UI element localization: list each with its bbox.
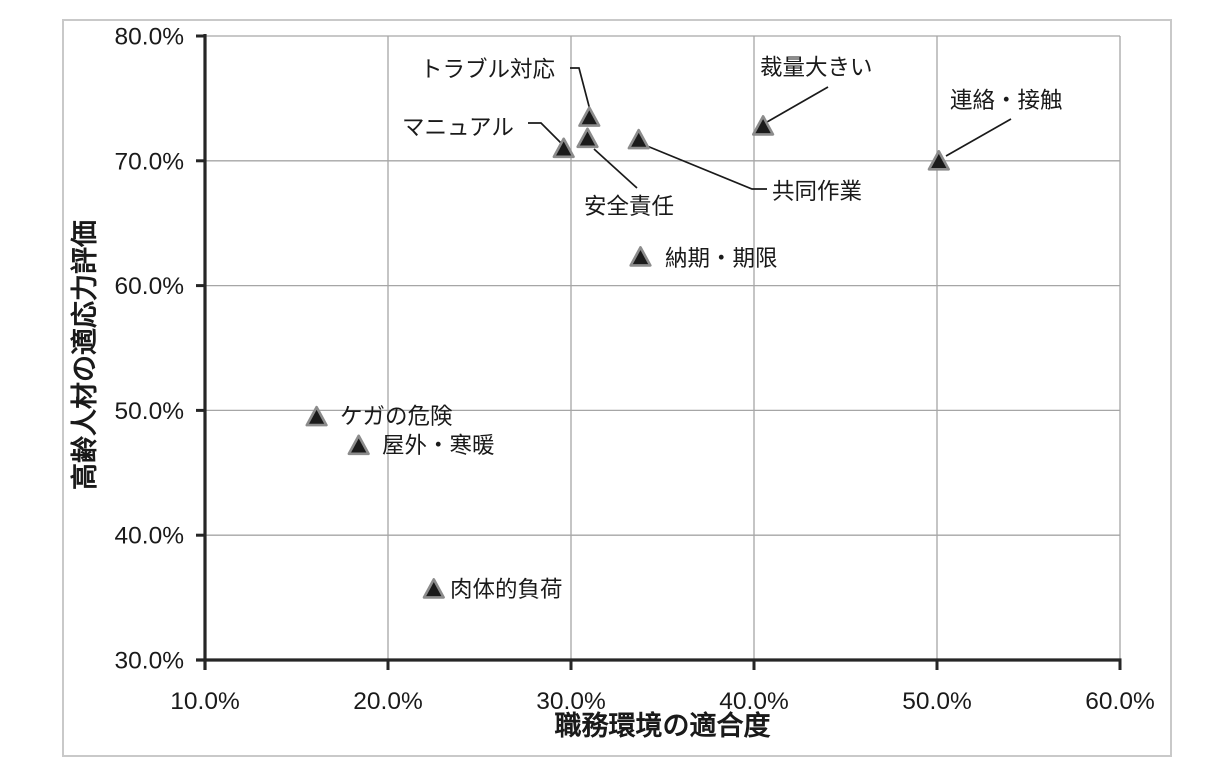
x-tick-label: 40.0% <box>719 688 788 715</box>
y-tick-label: 50.0% <box>115 398 184 425</box>
data-point-label: 安全責任 <box>584 194 674 219</box>
y-tick-label: 60.0% <box>115 273 184 300</box>
data-point-label: 納期・期限 <box>665 246 778 271</box>
data-point-label: 裁量大きい <box>760 55 873 80</box>
x-tick-label: 50.0% <box>902 688 971 715</box>
y-tick-label: 40.0% <box>115 523 184 550</box>
y-tick-label: 80.0% <box>115 24 184 51</box>
data-point-marker <box>627 128 650 150</box>
data-point-label: トラブル対応 <box>420 57 555 82</box>
data-point-label: 肉体的負荷 <box>450 577 563 602</box>
data-point-marker <box>422 578 445 599</box>
leader-line <box>593 148 638 189</box>
leader-line <box>646 145 767 190</box>
y-tick-label: 30.0% <box>115 648 184 675</box>
data-point-marker <box>629 246 652 267</box>
leader-line <box>528 122 562 144</box>
leader-line <box>945 118 1012 157</box>
data-point-label: ケガの危険 <box>340 404 453 429</box>
y-axis-title: 高齢人材の適応力評価 <box>69 220 100 490</box>
data-point-marker <box>751 115 775 136</box>
data-point-label: マニュアル <box>402 115 514 140</box>
data-point-marker <box>576 127 599 149</box>
leader-line <box>766 86 829 123</box>
chart-frame <box>62 19 1172 757</box>
data-point-label: 共同作業 <box>772 179 862 204</box>
y-tick-label: 70.0% <box>115 148 184 175</box>
data-point-marker <box>305 405 328 427</box>
x-axis-title: 職務環境の適合度 <box>555 710 771 741</box>
data-point-marker <box>578 106 601 127</box>
x-tick-label: 10.0% <box>170 688 239 715</box>
data-point-label: 連絡・接触 <box>950 88 1063 113</box>
x-tick-label: 60.0% <box>1085 688 1154 715</box>
leader-line <box>570 67 591 111</box>
x-tick-label: 30.0% <box>536 688 605 715</box>
data-point-label: 屋外・寒暖 <box>382 433 495 458</box>
x-tick-label: 20.0% <box>353 688 422 715</box>
data-point-marker <box>927 150 950 171</box>
data-point-marker <box>347 434 370 456</box>
data-point-marker <box>552 137 575 159</box>
